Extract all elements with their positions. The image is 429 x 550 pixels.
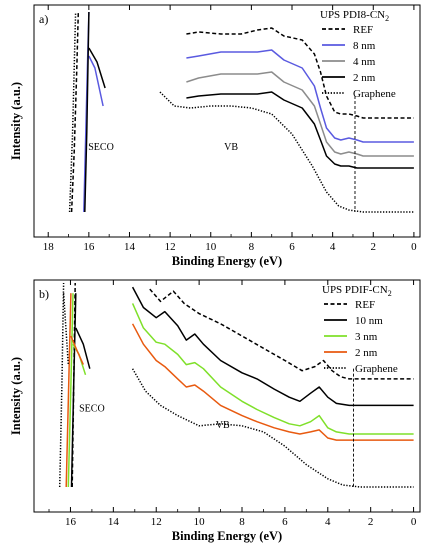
- panel-a: 18 16 14 12 10 8 6 4 2 0 Binding Energy (eV) Intens…: [9, 4, 421, 268]
- legend-title-subscript: 2: [388, 289, 392, 298]
- series-line-vb: [159, 91, 414, 213]
- x-tick-label: 6: [282, 516, 288, 528]
- plot-frame: [33, 4, 421, 238]
- x-tick-label: 12: [151, 516, 162, 528]
- x-tick-label: 4: [330, 241, 336, 253]
- series-line-seco: [70, 11, 80, 213]
- series-line-vb: [131, 368, 414, 488]
- annotation: VB: [216, 420, 230, 431]
- annotation: SECO: [88, 142, 114, 153]
- series-line-vb: [131, 323, 414, 441]
- series-line-seco: [68, 11, 77, 213]
- series-line-seco: [65, 293, 72, 488]
- series-line-vb: [186, 49, 414, 143]
- x-tick-label: 16: [83, 241, 95, 253]
- x-tick-label: 0: [411, 241, 417, 253]
- legend-title-subscript: 2: [385, 14, 389, 23]
- series-line-vb: [186, 91, 414, 169]
- series-line-seco-tail: [62, 293, 70, 365]
- x-axis-label: Binding Energy (eV): [172, 254, 282, 268]
- legend-title-main: UPS PDIF-CN: [322, 284, 388, 296]
- legend-entry: 3 nm: [355, 331, 378, 343]
- x-tick-label: 14: [108, 516, 120, 528]
- series-layer: [58, 282, 414, 488]
- series-line-seco: [70, 293, 77, 488]
- x-tick-label: 16: [65, 516, 77, 528]
- legend-entry: Graphene: [353, 88, 396, 100]
- legend-entry: 2 nm: [355, 347, 378, 359]
- series-line-vb: [149, 288, 414, 380]
- legend-entry: 10 nm: [355, 315, 383, 327]
- x-tick-label: 2: [368, 516, 374, 528]
- legend-title-main: UPS PDI8-CN: [320, 9, 385, 21]
- plot-frame: [33, 279, 421, 513]
- annotation: SECO: [79, 404, 105, 415]
- series-line-seco-tail: [70, 335, 84, 365]
- series-line-seco: [84, 11, 90, 213]
- series-line-seco-tail: [88, 47, 106, 89]
- series-line-seco-tail: [88, 55, 104, 107]
- panel-label: b): [39, 287, 49, 301]
- legend-title: UPS PDI8-CN2: [320, 9, 389, 23]
- legend-entry: REF: [353, 24, 373, 36]
- series-line-seco: [58, 282, 65, 488]
- series-line-seco: [67, 293, 74, 488]
- y-axis-label: Intensity (a.u.): [9, 357, 23, 435]
- legend-entry: 2 nm: [353, 72, 376, 84]
- annotation: VB: [224, 142, 238, 153]
- x-tick-label: 8: [239, 516, 245, 528]
- x-tick-label: 12: [165, 241, 176, 253]
- x-tick-label: 14: [124, 241, 136, 253]
- legend-entry: 8 nm: [353, 40, 376, 52]
- x-tick-label: 0: [411, 516, 417, 528]
- x-tick-label: 8: [249, 241, 255, 253]
- legend-title: UPS PDIF-CN2: [322, 284, 392, 298]
- y-axis-label: Intensity (a.u.): [9, 82, 23, 160]
- series-layer: [68, 11, 414, 213]
- panel-label: a): [39, 12, 48, 26]
- series-line-vb: [186, 27, 414, 119]
- panel-b: 16 14 12 10 8 6 4 2 0 Binding Energy (eV) Intensit…: [9, 279, 421, 543]
- series-line-vb: [131, 303, 414, 435]
- x-tick-label: 2: [371, 241, 377, 253]
- series-line-seco-tail: [75, 327, 91, 369]
- series-line-vb: [131, 286, 414, 407]
- x-tick-label: 18: [43, 241, 55, 253]
- x-axis-label: Binding Energy (eV): [172, 529, 282, 543]
- legend-entry: Graphene: [355, 363, 398, 375]
- x-tick-label: 4: [325, 516, 331, 528]
- x-tick-label: 10: [194, 516, 206, 528]
- legend-entry: 4 nm: [353, 56, 376, 68]
- x-tick-label: 10: [205, 241, 217, 253]
- x-tick-label: 6: [289, 241, 295, 253]
- legend-entry: REF: [355, 299, 375, 311]
- series-line-vb: [186, 71, 414, 157]
